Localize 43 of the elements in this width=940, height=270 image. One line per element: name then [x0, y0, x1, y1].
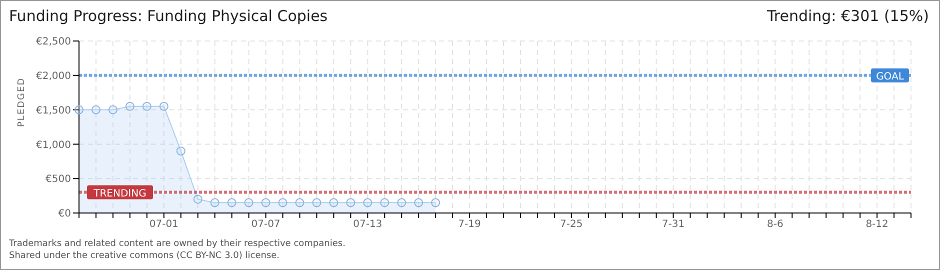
x-tick-label: 7-25 — [560, 219, 583, 230]
point — [159, 102, 168, 111]
point — [125, 102, 134, 111]
point — [142, 102, 152, 111]
point — [176, 146, 186, 156]
point — [74, 105, 84, 114]
y-tick-label: €500 — [46, 174, 71, 186]
text: Trademarks and related content are owned by their respective companies. — [9, 238, 346, 250]
point — [363, 198, 372, 208]
point — [312, 198, 322, 208]
point — [380, 198, 390, 208]
point — [193, 194, 202, 204]
point — [227, 198, 236, 208]
y-tick-label: €0 — [58, 208, 71, 220]
x-tick-label: 07-07 — [251, 219, 280, 230]
x-tick-label: 7-31 — [662, 219, 685, 230]
chart-subtitle: Trending: €301 (15%) — [766, 7, 929, 25]
y-tick-label: €2,000 — [36, 70, 71, 82]
point — [397, 198, 406, 208]
point — [261, 198, 270, 208]
y-tick-label: €2,500 — [36, 36, 71, 48]
x-tick-label: 8-12 — [866, 219, 888, 230]
point — [414, 198, 424, 208]
point — [431, 198, 440, 208]
point — [108, 105, 118, 114]
x-tick-label: 8-6 — [766, 219, 784, 230]
point — [329, 198, 338, 208]
point — [210, 198, 220, 208]
text: Shared under the creative commons (CC BY-NC 3.0) license. — [9, 250, 281, 262]
point — [295, 198, 304, 208]
point — [278, 198, 288, 208]
x-tick-label: 7-19 — [458, 219, 481, 230]
ref-line-label: GOAL — [876, 71, 904, 82]
point — [244, 198, 254, 208]
point — [91, 105, 100, 114]
x-tick-label: 07-13 — [353, 219, 382, 230]
x-tick-label: 07-01 — [149, 219, 178, 230]
point — [346, 198, 356, 208]
y-axis-title: PLEDGED — [17, 77, 28, 127]
chart-title: Funding Progress: Funding Physical Copies — [9, 7, 328, 25]
y-tick-label: €1,000 — [36, 140, 71, 151]
y-tick-label: €1,500 — [36, 105, 71, 116]
ref-line-label: TRENDING — [92, 188, 146, 200]
